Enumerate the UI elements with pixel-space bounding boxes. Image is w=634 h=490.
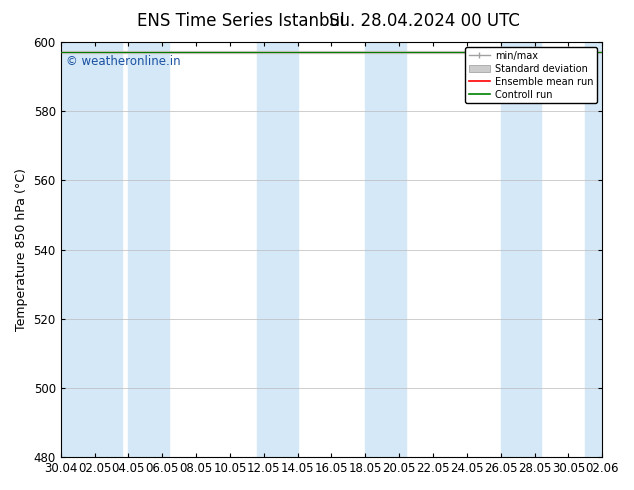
Bar: [128, 42, 169, 457]
Text: Su. 28.04.2024 00 UTC: Su. 28.04.2024 00 UTC: [329, 12, 521, 30]
Text: © weatheronline.in: © weatheronline.in: [66, 54, 181, 68]
Bar: [61, 42, 122, 457]
Bar: [257, 42, 297, 457]
Y-axis label: Temperature 850 hPa (°C): Temperature 850 hPa (°C): [15, 168, 28, 331]
Bar: [585, 42, 602, 457]
Text: ENS Time Series Istanbul: ENS Time Series Istanbul: [137, 12, 345, 30]
Bar: [501, 42, 541, 457]
Legend: min/max, Standard deviation, Ensemble mean run, Controll run: min/max, Standard deviation, Ensemble me…: [465, 47, 597, 103]
Bar: [365, 42, 406, 457]
